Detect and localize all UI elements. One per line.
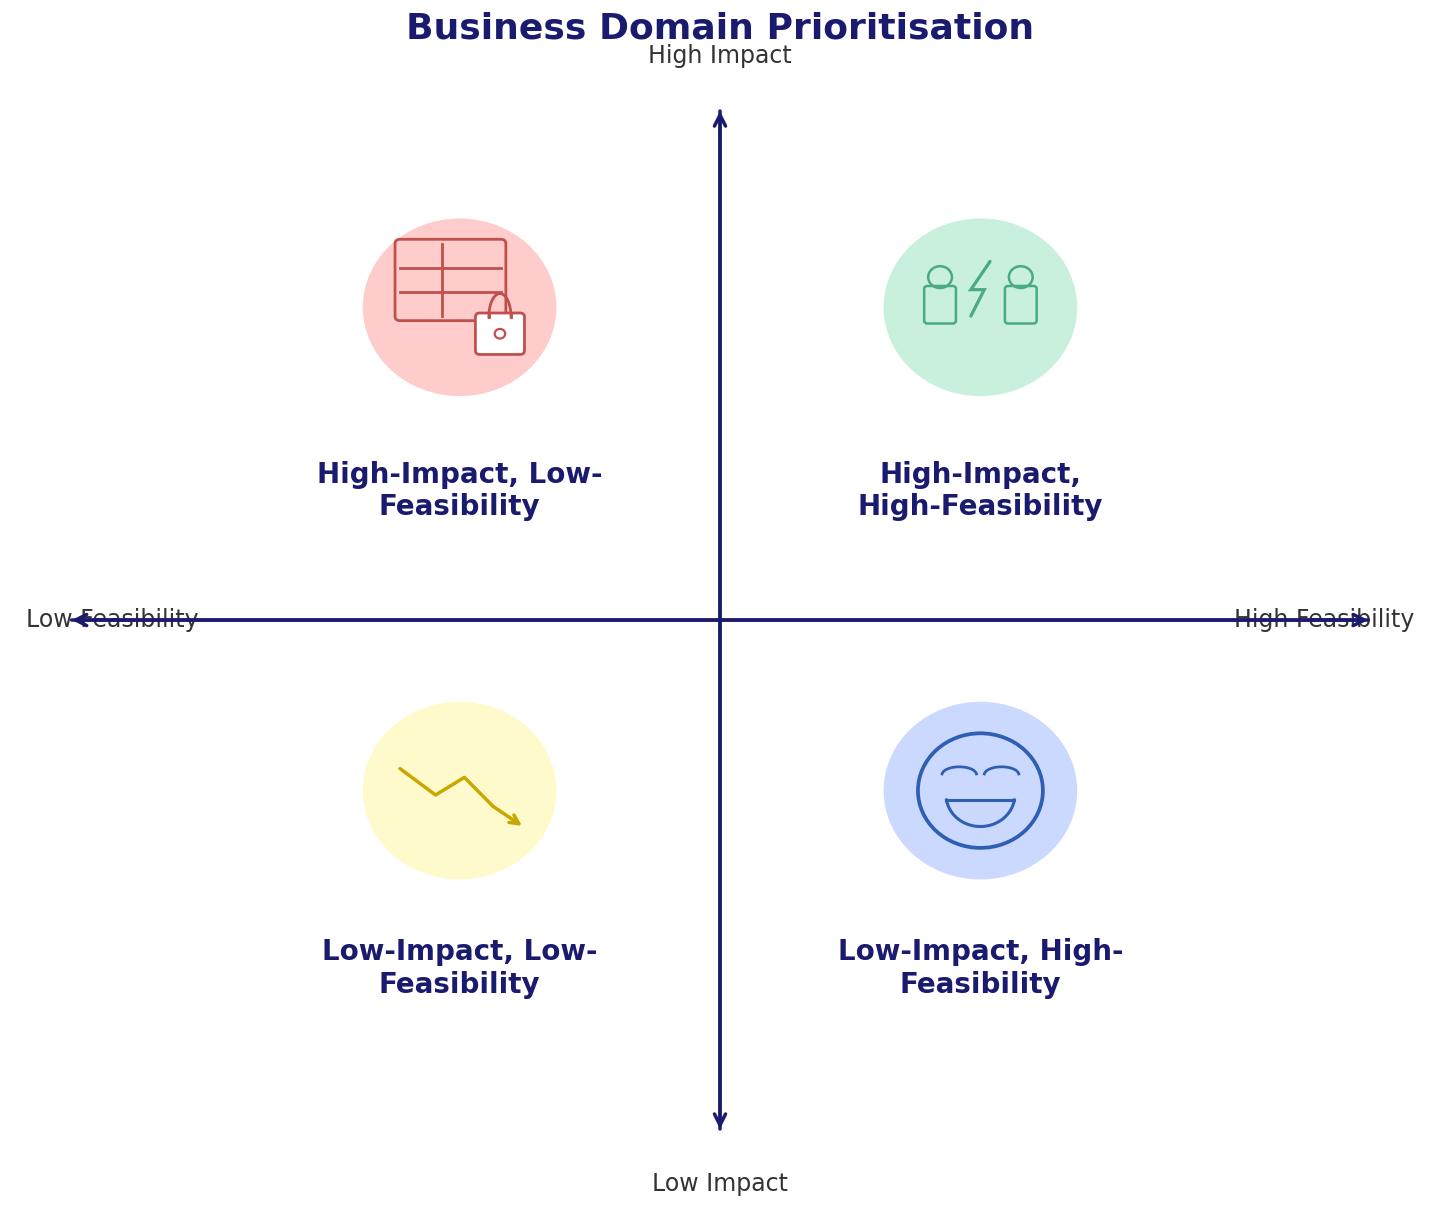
Text: High Feasibility: High Feasibility: [1234, 608, 1414, 632]
Text: High-Impact,
High-Feasibility: High-Impact, High-Feasibility: [858, 460, 1103, 521]
FancyBboxPatch shape: [475, 313, 524, 355]
Circle shape: [363, 219, 556, 395]
Text: Low Impact: Low Impact: [652, 1171, 788, 1196]
Circle shape: [884, 703, 1077, 879]
Circle shape: [884, 219, 1077, 395]
Circle shape: [363, 703, 556, 879]
Text: High-Impact, Low-
Feasibility: High-Impact, Low- Feasibility: [317, 460, 602, 521]
Text: Low-Impact, Low-
Feasibility: Low-Impact, Low- Feasibility: [321, 939, 598, 999]
Text: High Impact: High Impact: [648, 44, 792, 69]
Text: Business Domain Prioritisation: Business Domain Prioritisation: [406, 12, 1034, 45]
Text: Low-Impact, High-
Feasibility: Low-Impact, High- Feasibility: [838, 939, 1123, 999]
Text: Low Feasibility: Low Feasibility: [26, 608, 199, 632]
